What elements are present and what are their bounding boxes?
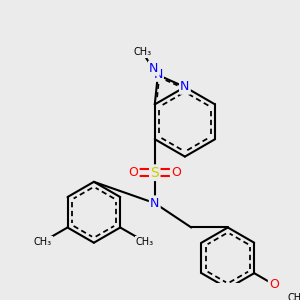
Text: N: N xyxy=(153,68,163,81)
Text: O: O xyxy=(128,166,138,179)
Text: N: N xyxy=(150,196,160,210)
Text: O: O xyxy=(269,278,279,291)
Text: S: S xyxy=(150,166,159,180)
Text: CH₃: CH₃ xyxy=(133,47,152,57)
Text: CH₃: CH₃ xyxy=(34,237,52,247)
Text: CH₃: CH₃ xyxy=(136,237,154,247)
Text: N: N xyxy=(180,80,190,94)
Text: O: O xyxy=(171,166,181,179)
Text: CH₃: CH₃ xyxy=(288,293,300,300)
Text: N: N xyxy=(149,61,159,75)
